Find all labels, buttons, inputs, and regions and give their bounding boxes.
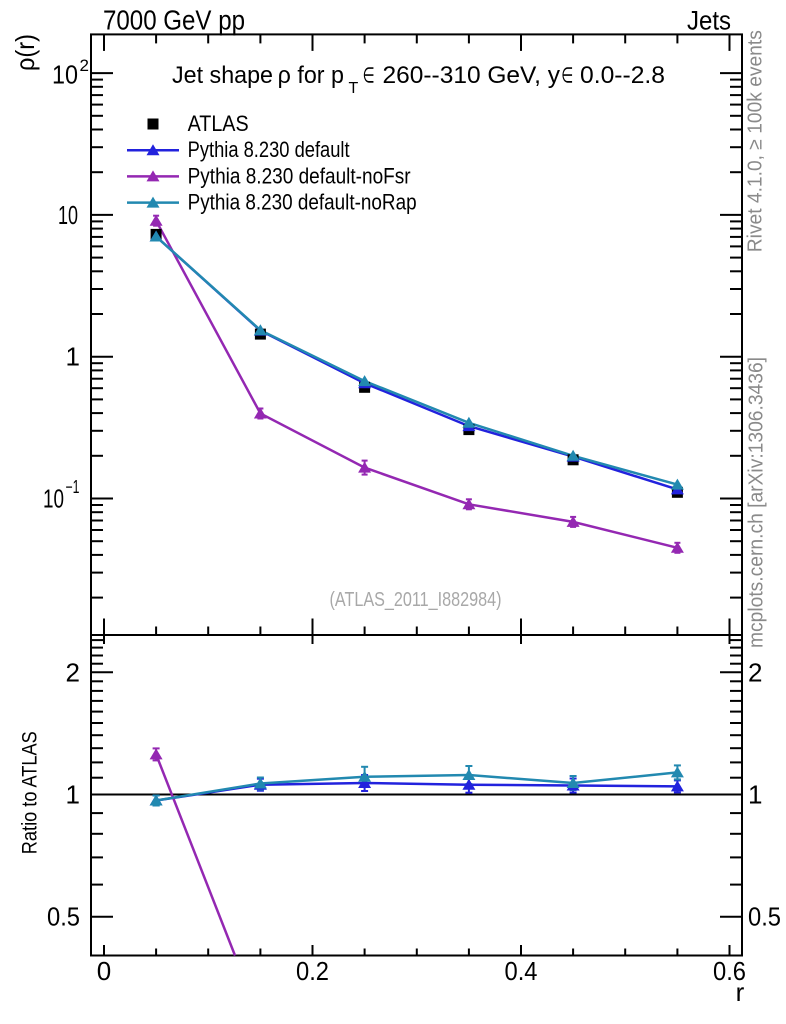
svg-text:Ratio to ATLAS: Ratio to ATLAS — [19, 731, 42, 854]
svg-text:mcplots.cern.ch [arXiv:1306.34: mcplots.cern.ch [arXiv:1306.3436] — [746, 357, 768, 648]
svg-text:T: T — [349, 80, 359, 97]
svg-text:0: 0 — [97, 956, 111, 986]
svg-text:Jet shape ρ for p: Jet shape ρ for p — [172, 62, 344, 89]
svg-text:Pythia 8.230 default-noRap: Pythia 8.230 default-noRap — [188, 190, 417, 215]
svg-text:∈: ∈ — [363, 64, 375, 88]
svg-text:1: 1 — [66, 780, 80, 810]
svg-text:0.4: 0.4 — [505, 956, 538, 986]
svg-text:2: 2 — [748, 657, 762, 687]
svg-text:ρ(r): ρ(r) — [10, 34, 40, 71]
svg-text:0.5: 0.5 — [47, 902, 80, 932]
svg-text:0.0--2.8: 0.0--2.8 — [580, 62, 665, 89]
svg-text:1: 1 — [748, 780, 762, 810]
svg-text:2: 2 — [80, 56, 89, 75]
svg-text:1: 1 — [66, 342, 80, 372]
svg-text:r: r — [736, 977, 745, 1007]
svg-text:10: 10 — [58, 200, 78, 230]
svg-text:Pythia 8.230 default-noFsr: Pythia 8.230 default-noFsr — [188, 163, 411, 188]
svg-text:Jets: Jets — [687, 5, 731, 35]
svg-text:Pythia 8.230 default: Pythia 8.230 default — [188, 137, 350, 162]
svg-text:10: 10 — [52, 60, 78, 90]
svg-text:Rivet 4.1.0, ≥ 100k events: Rivet 4.1.0, ≥ 100k events — [745, 30, 767, 252]
svg-text:260--310 GeV, y: 260--310 GeV, y — [383, 62, 561, 89]
svg-text:0.5: 0.5 — [748, 902, 781, 932]
svg-text:0.6: 0.6 — [713, 956, 746, 986]
svg-text:(ATLAS_2011_I882984): (ATLAS_2011_I882984) — [330, 589, 502, 611]
svg-text:0.2: 0.2 — [296, 956, 329, 986]
svg-text:∈: ∈ — [561, 64, 573, 88]
svg-text:ATLAS: ATLAS — [188, 111, 249, 136]
svg-text:2: 2 — [66, 657, 80, 687]
svg-text:7000 GeV pp: 7000 GeV pp — [103, 5, 245, 36]
svg-text:−1: −1 — [66, 477, 80, 497]
svg-text:10: 10 — [43, 484, 64, 514]
